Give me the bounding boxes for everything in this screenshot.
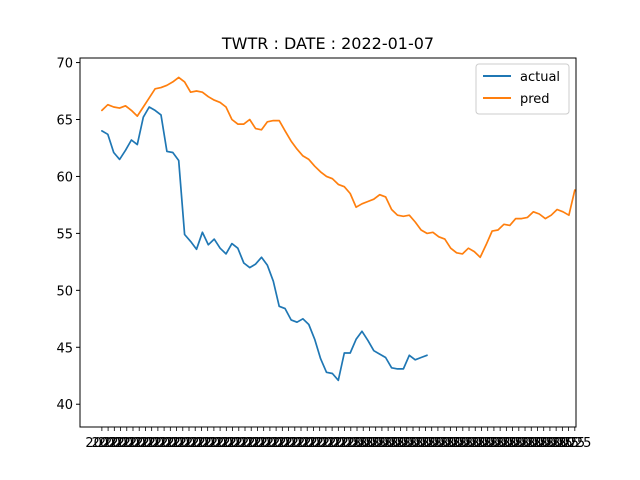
x-tick-label: 2025 <box>552 436 585 451</box>
x-tick-label: 2025 <box>328 436 361 451</box>
x-axis: 2022202220222022202220222022202220222022… <box>85 427 591 451</box>
y-axis: 40 45 50 55 60 65 70 <box>56 57 80 413</box>
x-tick-label: 2025 <box>471 436 504 451</box>
x-tick-label: 2025 <box>502 436 535 451</box>
x-tick-label: 2022 <box>235 436 268 451</box>
x-tick-label: 2025 <box>347 436 380 451</box>
x-tick-label: 2025 <box>490 436 523 451</box>
chart-title: TWTR : DATE : 2022-01-07 <box>221 34 434 53</box>
legend: actual pred <box>475 63 570 115</box>
x-tick-label: 2022 <box>241 436 274 451</box>
x-tick-label: 2022 <box>322 436 355 451</box>
y-tick-label: 50 <box>56 284 73 299</box>
plot-frame <box>79 57 577 428</box>
x-tick-label: 2022 <box>179 436 212 451</box>
x-tick-label: 2022 <box>266 436 299 451</box>
x-tick-label: 2025 <box>384 436 417 451</box>
x-tick-label: 2022 <box>309 436 342 451</box>
x-tick-label: 2022 <box>129 436 162 451</box>
x-tick-label: 2022 <box>123 436 156 451</box>
x-tick-label: 2025 <box>421 436 454 451</box>
x-tick-label: 2022 <box>272 436 305 451</box>
x-tick-label: 2022 <box>303 436 336 451</box>
x-tick-label: 2022 <box>216 436 249 451</box>
x-tick-label: 2025 <box>440 436 473 451</box>
x-tick-label: 2025 <box>353 436 386 451</box>
x-tick-label: 2025 <box>365 436 398 451</box>
x-tick-label: 2022 <box>191 436 224 451</box>
x-tick-label: 2025 <box>359 436 392 451</box>
legend-label-pred: pred <box>520 92 550 107</box>
legend-label-actual: actual <box>520 70 560 85</box>
x-tick-label: 2025 <box>396 436 429 451</box>
x-tick-label: 2025 <box>390 436 423 451</box>
series-layer <box>101 76 576 382</box>
x-tick-label: 2022 <box>172 436 205 451</box>
x-tick-label: 2025 <box>403 436 436 451</box>
x-tick-label: 2025 <box>340 436 373 451</box>
x-tick-label: 2025 <box>558 436 591 451</box>
x-tick-label: 2022 <box>260 436 293 451</box>
x-tick-label: 2025 <box>372 436 405 451</box>
x-tick-label: 2022 <box>141 436 174 451</box>
x-tick-label: 2022 <box>278 436 311 451</box>
x-tick-label: 2022 <box>85 436 118 451</box>
x-tick-label: 2025 <box>465 436 498 451</box>
x-tick-label: 2022 <box>291 436 324 451</box>
x-tick-label: 2022 <box>210 436 243 451</box>
x-tick-label: 2022 <box>92 436 125 451</box>
x-tick-label: 2022 <box>253 436 286 451</box>
x-tick-label: 2022 <box>222 436 255 451</box>
x-tick-label: 2025 <box>434 436 467 451</box>
x-tick-label: 2022 <box>185 436 218 451</box>
x-tick-label: 2022 <box>166 436 199 451</box>
x-tick-label: 2025 <box>334 436 367 451</box>
x-tick-label: 2022 <box>197 436 230 451</box>
y-tick-label: 40 <box>56 398 73 413</box>
x-tick-label: 2025 <box>533 436 566 451</box>
x-tick-label: 2022 <box>148 436 181 451</box>
x-tick-label: 2022 <box>316 436 349 451</box>
y-tick-label: 45 <box>56 341 73 356</box>
y-tick-label: 70 <box>56 57 73 72</box>
y-tick-label: 60 <box>56 170 73 185</box>
series-line-pred <box>101 76 576 259</box>
x-tick-label: 2025 <box>515 436 548 451</box>
x-tick-label: 2022 <box>98 436 131 451</box>
x-tick-label: 2025 <box>540 436 573 451</box>
x-tick-label: 2025 <box>409 436 442 451</box>
x-tick-label: 2022 <box>135 436 168 451</box>
x-tick-label: 2025 <box>477 436 510 451</box>
x-tick-label: 2025 <box>459 436 492 451</box>
x-tick-label: 2025 <box>446 436 479 451</box>
y-tick-label: 55 <box>56 227 73 242</box>
x-tick-label: 2022 <box>284 436 317 451</box>
x-tick-label: 2025 <box>527 436 560 451</box>
x-tick-label: 2025 <box>452 436 485 451</box>
x-tick-label: 2025 <box>484 436 517 451</box>
x-tick-label: 2025 <box>415 436 448 451</box>
x-tick-label: 2022 <box>116 436 149 451</box>
x-tick-label: 2022 <box>110 436 143 451</box>
y-tick-label: 65 <box>56 114 73 129</box>
x-tick-label: 2025 <box>378 436 411 451</box>
x-tick-label: 2025 <box>496 436 529 451</box>
x-tick-label: 2022 <box>247 436 280 451</box>
x-tick-label: 2022 <box>228 436 261 451</box>
x-tick-label: 2022 <box>297 436 330 451</box>
x-tick-label: 2022 <box>154 436 187 451</box>
x-tick-label: 2025 <box>508 436 541 451</box>
x-tick-label: 2025 <box>521 436 554 451</box>
x-tick-label: 2025 <box>428 436 461 451</box>
x-tick-label: 2022 <box>104 436 137 451</box>
x-tick-label: 2025 <box>546 436 579 451</box>
series-line-actual <box>101 106 428 382</box>
x-tick-label: 2022 <box>204 436 237 451</box>
x-tick-label: 2022 <box>160 436 193 451</box>
